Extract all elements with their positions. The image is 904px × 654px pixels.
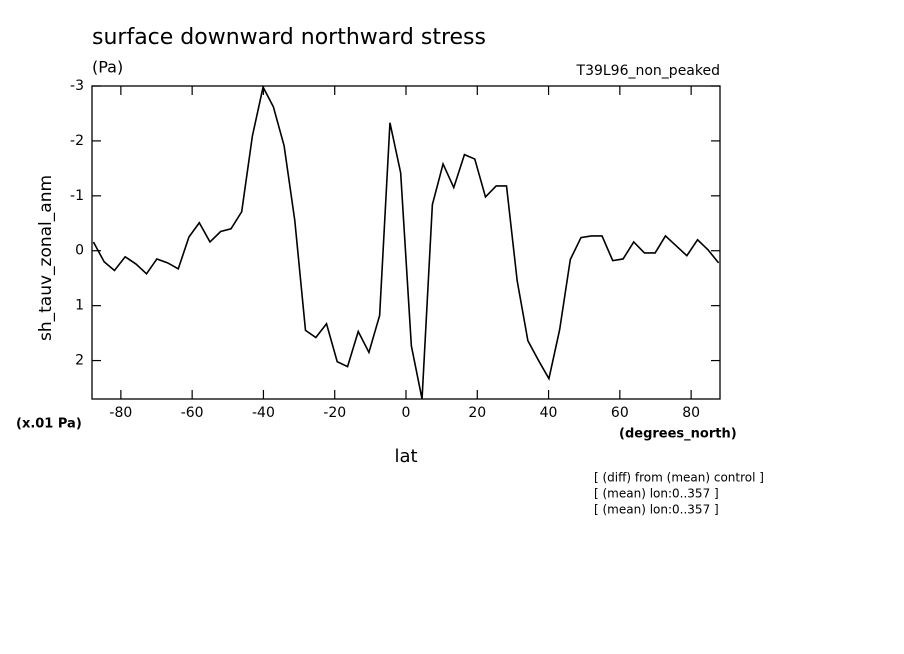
data-line	[92, 84, 720, 400]
annotation: [ (diff) from (mean) control ]	[594, 471, 764, 485]
x-tick-label: 80	[682, 405, 700, 421]
x-tick-label: -20	[323, 405, 346, 421]
y-tick-label: 0	[75, 243, 84, 259]
x-tick-label: -80	[109, 405, 132, 421]
annotation: [ (mean) lon:0..357 ]	[594, 503, 719, 517]
plot-frame	[91, 85, 721, 400]
y-tick-label: -1	[70, 188, 84, 204]
y-tick-label: -2	[70, 133, 84, 149]
x-tick-label: 60	[611, 405, 629, 421]
x-tick-label: -40	[252, 405, 275, 421]
x-units: (degrees_north)	[619, 427, 737, 442]
y-axis-title: sh_tauv_zonal_anm	[36, 175, 56, 341]
dataset-label: T39L96_non_peaked	[576, 63, 720, 79]
x-axis-title: lat	[394, 446, 417, 467]
x-tick-label: -60	[181, 405, 204, 421]
y-tick-label: 1	[75, 298, 84, 314]
y-scale-note: (x.01 Pa)	[16, 417, 82, 432]
units: (Pa)	[92, 58, 123, 77]
chart-title: surface downward northward stress	[92, 25, 486, 50]
annotation: [ (mean) lon:0..357 ]	[594, 487, 719, 501]
x-tick-label: 40	[540, 405, 558, 421]
y-tick-label: -3	[70, 78, 84, 94]
x-tick-label: 0	[402, 405, 411, 421]
x-tick-label: 20	[468, 405, 486, 421]
y-tick-label: 2	[75, 353, 84, 369]
